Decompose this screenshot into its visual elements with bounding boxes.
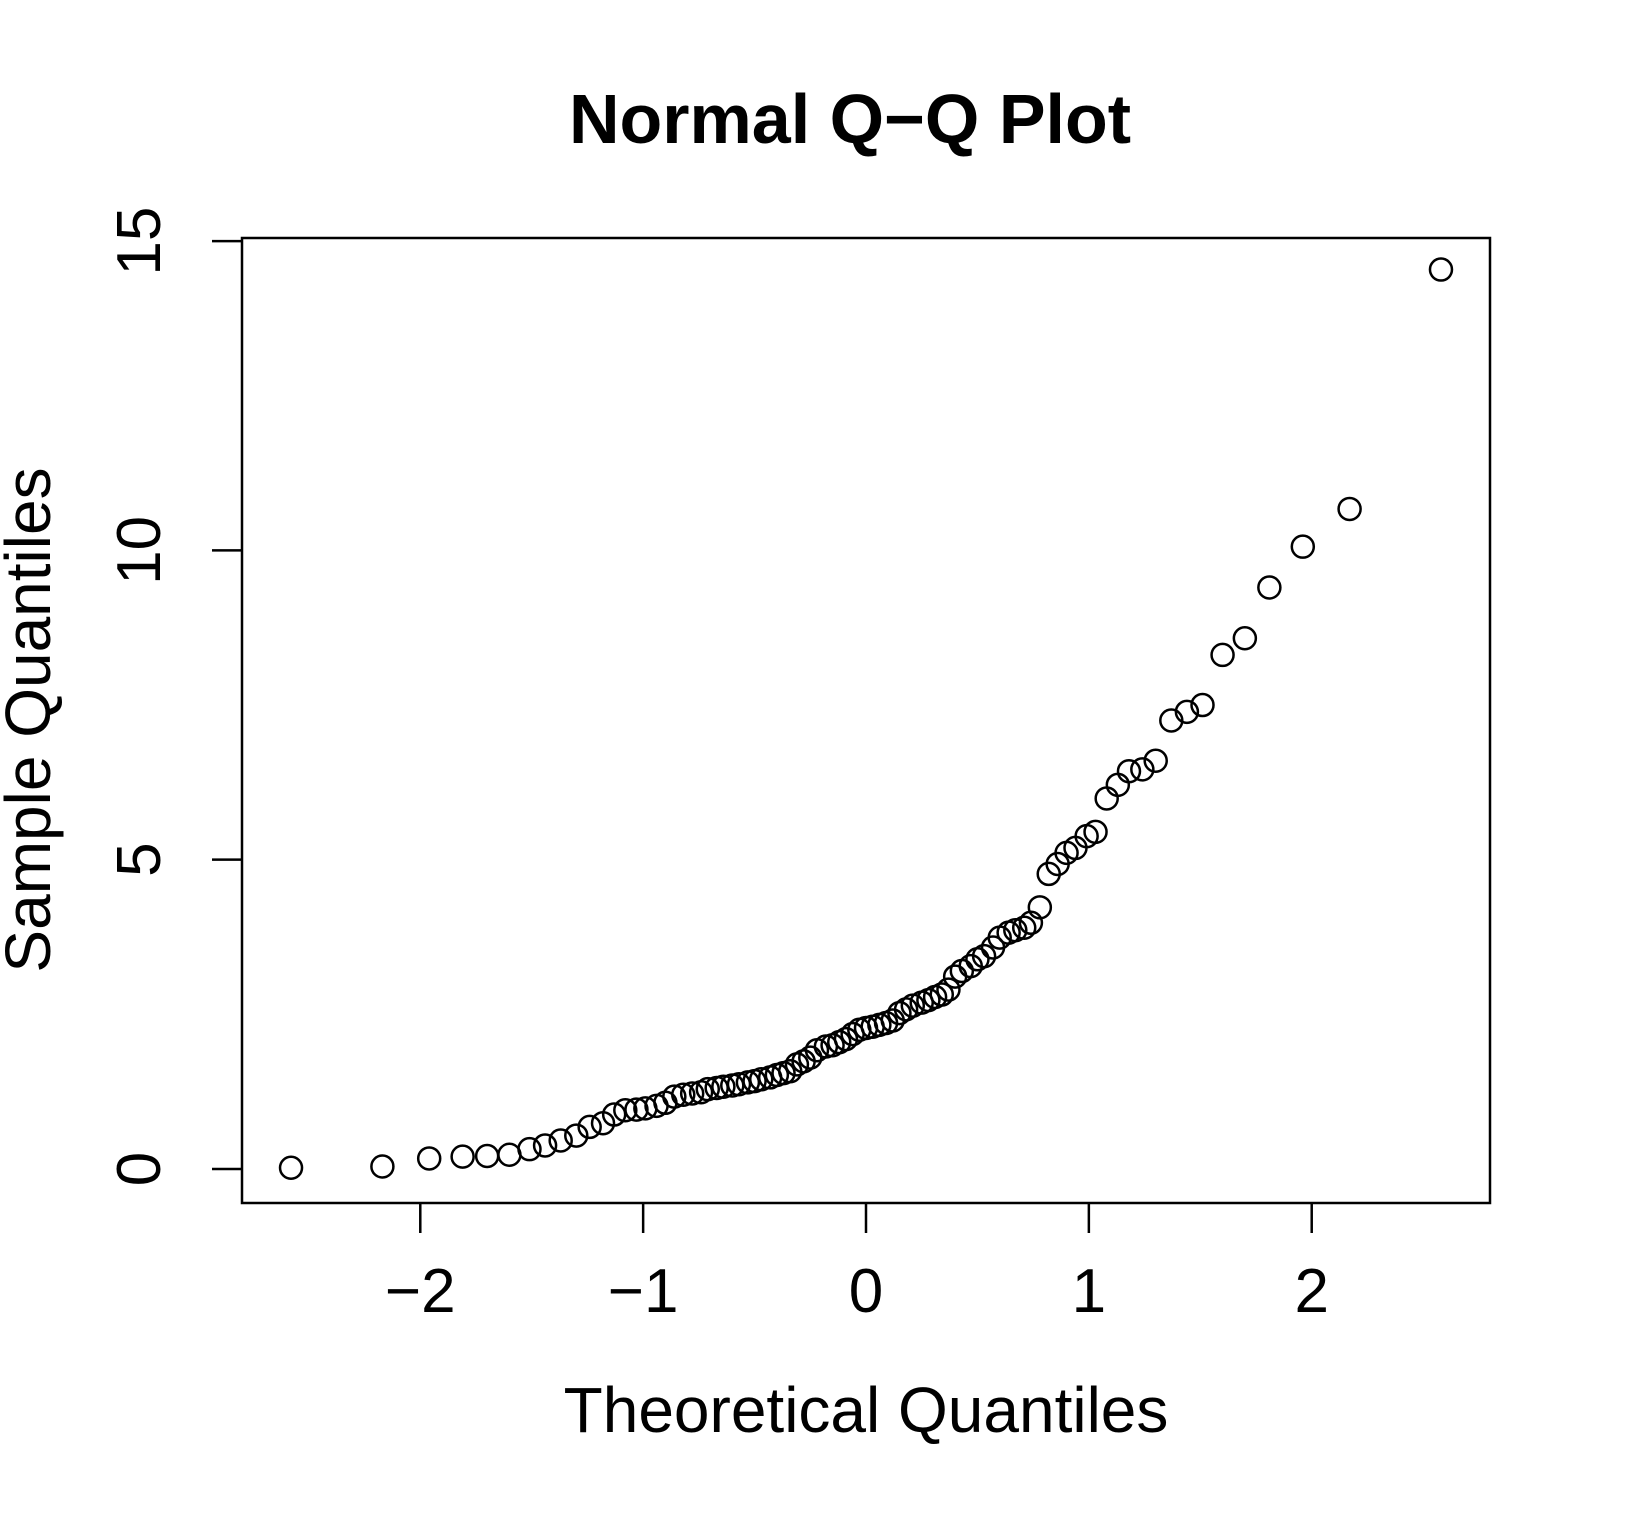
data-point: [450, 1144, 475, 1169]
y-axis-label: Sample Quantiles: [0, 467, 64, 972]
y-tick-label: 10: [105, 516, 174, 585]
data-points: [278, 257, 1454, 1180]
data-point: [662, 1084, 687, 1109]
data-point: [474, 1143, 500, 1169]
y-tick-label: 5: [105, 842, 174, 876]
data-point: [278, 1155, 304, 1180]
y-axis: 0 5 10 15: [105, 207, 242, 1186]
data-point: [1027, 895, 1053, 920]
data-point: [1290, 534, 1316, 559]
data-point: [577, 1114, 602, 1140]
data-point: [679, 1081, 705, 1106]
data-point: [1083, 819, 1108, 845]
data-point: [1105, 772, 1131, 798]
data-point: [1210, 642, 1235, 668]
data-point: [1003, 917, 1028, 943]
x-axis: −2 −1 0 1 2: [385, 1203, 1329, 1326]
chart-title: Normal Q−Q Plot: [569, 80, 1131, 158]
data-point: [942, 964, 968, 989]
data-point: [1232, 625, 1258, 651]
data-point: [564, 1123, 589, 1148]
data-point: [601, 1102, 627, 1127]
data-point: [548, 1128, 573, 1153]
data-point: [370, 1154, 395, 1179]
x-tick-label: −2: [385, 1257, 456, 1326]
data-point: [497, 1142, 522, 1167]
data-point: [1428, 257, 1454, 282]
x-tick-label: 1: [1072, 1257, 1106, 1326]
data-point: [1143, 748, 1168, 773]
data-point: [695, 1076, 721, 1102]
plot-frame: [240, 236, 1492, 1205]
data-point: [1116, 758, 1142, 784]
x-axis-label: Theoretical Quantiles: [564, 1374, 1169, 1446]
data-point: [1190, 692, 1215, 718]
data-point: [1257, 575, 1282, 600]
data-point: [532, 1133, 558, 1158]
data-point: [726, 1071, 752, 1097]
data-point: [929, 982, 955, 1007]
data-point: [1337, 496, 1362, 522]
data-point: [1130, 757, 1155, 782]
data-point: [517, 1136, 542, 1162]
data-point: [936, 977, 961, 1002]
data-point: [1174, 699, 1200, 725]
x-tick-label: 0: [849, 1257, 883, 1326]
x-tick-label: −1: [608, 1257, 679, 1326]
data-point: [671, 1082, 696, 1107]
data-point: [711, 1074, 736, 1099]
data-point: [971, 943, 997, 969]
y-tick-label: 15: [105, 207, 174, 276]
data-point: [1011, 915, 1037, 940]
data-point: [416, 1146, 442, 1171]
data-point: [749, 1067, 774, 1092]
data-point: [613, 1097, 638, 1123]
data-point: [833, 1026, 859, 1052]
x-tick-label: 2: [1294, 1257, 1328, 1326]
y-tick-label: 0: [105, 1152, 174, 1186]
data-point: [1094, 786, 1119, 811]
